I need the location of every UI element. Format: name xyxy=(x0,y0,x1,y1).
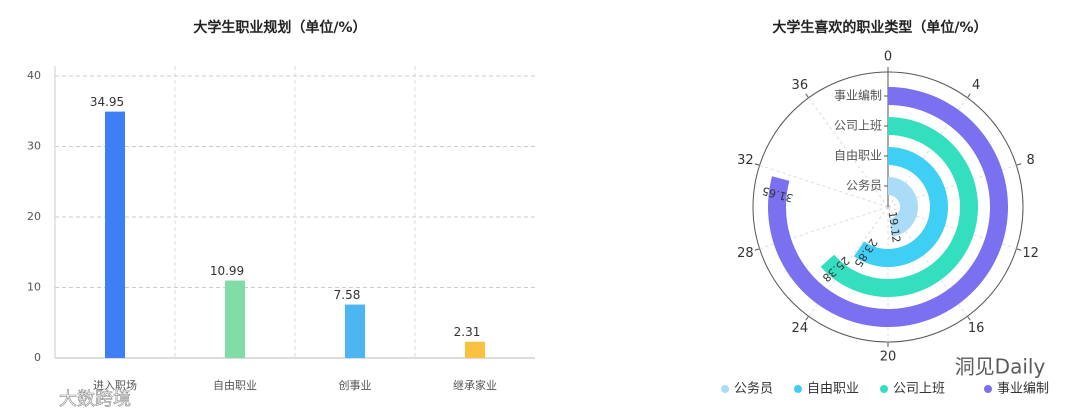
angle-tick-label: 28 xyxy=(737,246,754,261)
legend-label: 自由职业 xyxy=(807,382,859,397)
data-label: 2.31 xyxy=(454,325,481,339)
radius-tick-label: 自由职业 xyxy=(834,149,882,163)
legend-label: 事业编制 xyxy=(997,382,1049,397)
grid-line xyxy=(759,206,889,250)
legend-marker xyxy=(984,385,992,393)
radius-tick-label: 事业编制 xyxy=(834,88,882,103)
tick-mark xyxy=(1016,163,1022,166)
tick-mark xyxy=(966,315,971,321)
y-tick-label: 30 xyxy=(27,140,41,153)
legend-label: 公司上班 xyxy=(893,382,945,397)
x-tick-label: 进入职场 xyxy=(93,378,137,392)
tick-mark xyxy=(805,315,810,321)
polar-bar xyxy=(820,117,979,297)
x-tick-label: 自由职业 xyxy=(213,378,257,392)
chart-title: 大学生喜欢的职业类型（单位/%） xyxy=(772,19,987,36)
angle-tick-label: 8 xyxy=(1027,153,1035,168)
tick-mark xyxy=(754,248,760,251)
legend-marker xyxy=(721,385,729,393)
grid-line xyxy=(887,206,1017,250)
angle-tick-label: 20 xyxy=(880,350,897,365)
angle-tick-label: 0 xyxy=(884,50,892,65)
grid-line xyxy=(887,164,1017,208)
polar-bar xyxy=(853,147,949,268)
grid-line xyxy=(808,97,889,208)
tick-mark xyxy=(754,163,760,166)
angle-tick-label: 36 xyxy=(792,78,809,93)
polar-bar xyxy=(888,177,919,237)
angle-tick-label: 12 xyxy=(1022,246,1039,261)
y-tick-label: 20 xyxy=(27,210,41,223)
angle-tick-label: 4 xyxy=(972,78,980,93)
bar xyxy=(345,304,365,358)
bar xyxy=(105,111,125,358)
y-tick-label: 40 xyxy=(27,69,41,82)
y-tick-label: 10 xyxy=(27,281,41,294)
x-tick-label: 创事业 xyxy=(339,379,372,392)
angle-tick-label: 24 xyxy=(792,321,809,336)
watermark: 大数跨境 xyxy=(59,389,131,410)
data-label: 7.58 xyxy=(334,288,361,302)
watermark: 洞见Daily xyxy=(955,355,1046,379)
data-label: 19.12 xyxy=(886,211,903,244)
legend-marker xyxy=(794,385,802,393)
grid-line xyxy=(759,164,889,208)
radius-tick-label: 公务员 xyxy=(846,178,882,193)
y-tick-label: 0 xyxy=(34,351,41,364)
x-tick-label: 继承家业 xyxy=(453,378,497,392)
grid-line xyxy=(887,206,968,317)
angle-tick-label: 16 xyxy=(968,321,985,336)
chart-title: 大学生职业规划（单位/%） xyxy=(193,19,366,36)
grid-line xyxy=(887,97,968,208)
tick-mark xyxy=(805,93,810,99)
bar xyxy=(465,341,485,358)
tick-mark xyxy=(966,93,971,99)
legend-label: 公务员 xyxy=(734,381,773,397)
radius-tick-label: 公司上班 xyxy=(834,119,882,133)
grid-line xyxy=(808,206,889,317)
angle-tick-label: 32 xyxy=(737,153,754,168)
bar xyxy=(225,280,245,358)
data-label: 10.99 xyxy=(210,264,244,278)
data-label: 34.95 xyxy=(90,95,124,109)
tick-mark xyxy=(1016,248,1022,251)
legend-marker xyxy=(880,385,888,393)
